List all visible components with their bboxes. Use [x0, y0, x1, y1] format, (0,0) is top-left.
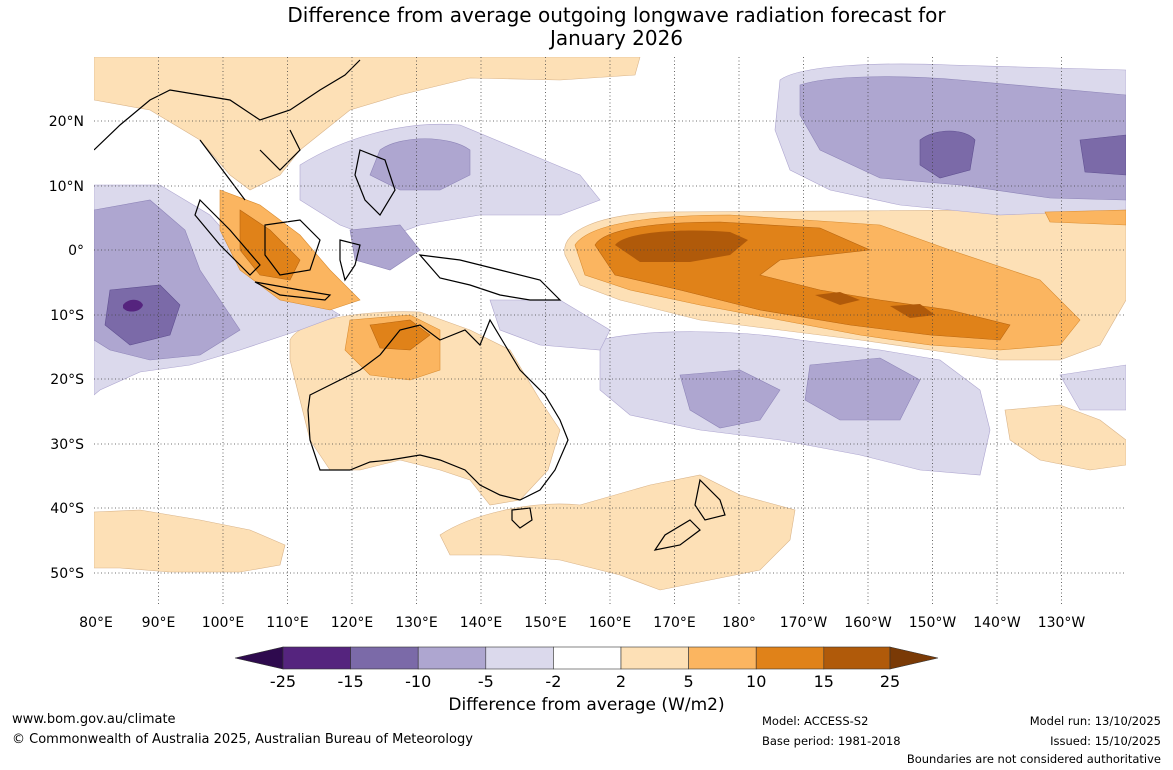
sumatra-coast — [194, 198, 261, 276]
colorbar-tick: -25 — [270, 672, 296, 690]
colorbar-tick: -2 — [545, 672, 561, 690]
base-period: Base period: 1981-2018 — [762, 734, 901, 748]
lon-tick: 110°E — [266, 615, 309, 631]
new-guinea-coast — [418, 254, 562, 301]
asia-coast — [94, 59, 361, 201]
philippines-coast — [354, 149, 396, 216]
lon-tick: 180° — [722, 615, 756, 631]
coastlines — [94, 59, 726, 551]
colorbar-segment — [620, 646, 689, 670]
lat-tick: 0° — [68, 243, 84, 259]
title-line-2: January 2026 — [549, 26, 684, 50]
lon-tick: 150°E — [524, 615, 567, 631]
lat-tick: 50°S — [50, 566, 84, 582]
anomaly-negative-strong — [104, 130, 1126, 346]
colorbar-tick: 25 — [880, 672, 900, 690]
anomaly-negative-very-strong — [123, 299, 143, 312]
lon-tick: 160°W — [844, 615, 892, 631]
map-title: Difference from average outgoing longwav… — [0, 4, 1173, 50]
longitude-labels: 80°E 90°E 100°E 110°E 120°E 130°E 140°E … — [79, 615, 1085, 631]
anomaly-field — [94, 57, 1126, 591]
lon-tick: 90°E — [142, 615, 176, 631]
colorbar-segment — [485, 646, 554, 670]
colorbar-ticks: -25 -15 -10 -5 -2 2 5 10 15 25 — [270, 672, 900, 690]
graticule — [94, 57, 1126, 605]
sulawesi-coast — [339, 239, 361, 282]
colorbar-segment — [282, 646, 351, 670]
colorbar-label: Difference from average (W/m2) — [448, 695, 725, 715]
tasmania-coast — [511, 507, 533, 529]
lon-tick: 170°W — [780, 615, 828, 631]
colorbar-tick: -10 — [405, 672, 431, 690]
model-name: Model: ACCESS-S2 — [762, 714, 869, 728]
colorbar-segment — [350, 646, 419, 670]
title-line-1: Difference from average outgoing longwav… — [287, 3, 946, 27]
colorbar-tick: 10 — [746, 672, 766, 690]
colorbar-segment — [823, 646, 891, 670]
colorbar-segment — [417, 646, 487, 670]
issued-date: Issued: 15/10/2025 — [1050, 734, 1161, 748]
lon-tick: 100°E — [202, 615, 245, 631]
lat-tick: 10°N — [49, 179, 84, 195]
lat-tick: 20°N — [49, 114, 84, 130]
java-coast — [254, 281, 332, 301]
colorbar-tick: 5 — [684, 672, 694, 690]
colorbar-segment — [234, 646, 284, 670]
new-zealand-north — [694, 478, 726, 521]
new-zealand-south — [653, 519, 701, 551]
lat-tick: 20°S — [50, 372, 84, 388]
olr-anomaly-map: 20°N 10°N 0° 10°S 20°S 30°S 40°S 50°S 80… — [49, 57, 1126, 690]
colorbar-segment — [553, 646, 622, 670]
copyright-text: © Commonwealth of Australia 2025, Austra… — [12, 732, 473, 747]
lat-tick: 40°S — [50, 501, 84, 517]
lon-tick: 170°E — [653, 615, 696, 631]
model-run-date: Model run: 13/10/2025 — [1029, 714, 1161, 728]
colorbar-segment — [688, 646, 757, 670]
borneo-coast — [264, 219, 321, 276]
lon-tick: 140°E — [460, 615, 503, 631]
lon-tick: 130°E — [395, 615, 438, 631]
colorbar-tick: 15 — [814, 672, 834, 690]
lat-tick: 30°S — [50, 437, 84, 453]
colorbar-tick: 2 — [616, 672, 626, 690]
lon-tick: 120°E — [331, 615, 374, 631]
lon-tick: 160°E — [589, 615, 632, 631]
lon-tick: 80°E — [79, 615, 113, 631]
colorbar-segment — [889, 646, 939, 670]
website-link[interactable]: www.bom.gov.au/climate — [12, 712, 176, 727]
anomaly-positive-very-strong — [615, 230, 935, 318]
lon-tick: 140°W — [973, 615, 1021, 631]
colorbar — [234, 646, 939, 670]
colorbar-segment — [755, 646, 825, 670]
latitude-labels: 20°N 10°N 0° 10°S 20°S 30°S 40°S 50°S — [49, 114, 84, 582]
australia-coast — [307, 318, 569, 501]
lon-tick: 150°W — [909, 615, 957, 631]
colorbar-tick: -5 — [478, 672, 494, 690]
lon-tick: 130°W — [1038, 615, 1086, 631]
boundaries-disclaimer: Boundaries are not considered authoritat… — [906, 752, 1161, 766]
colorbar-tick: -15 — [338, 672, 364, 690]
lat-tick: 10°S — [50, 308, 84, 324]
